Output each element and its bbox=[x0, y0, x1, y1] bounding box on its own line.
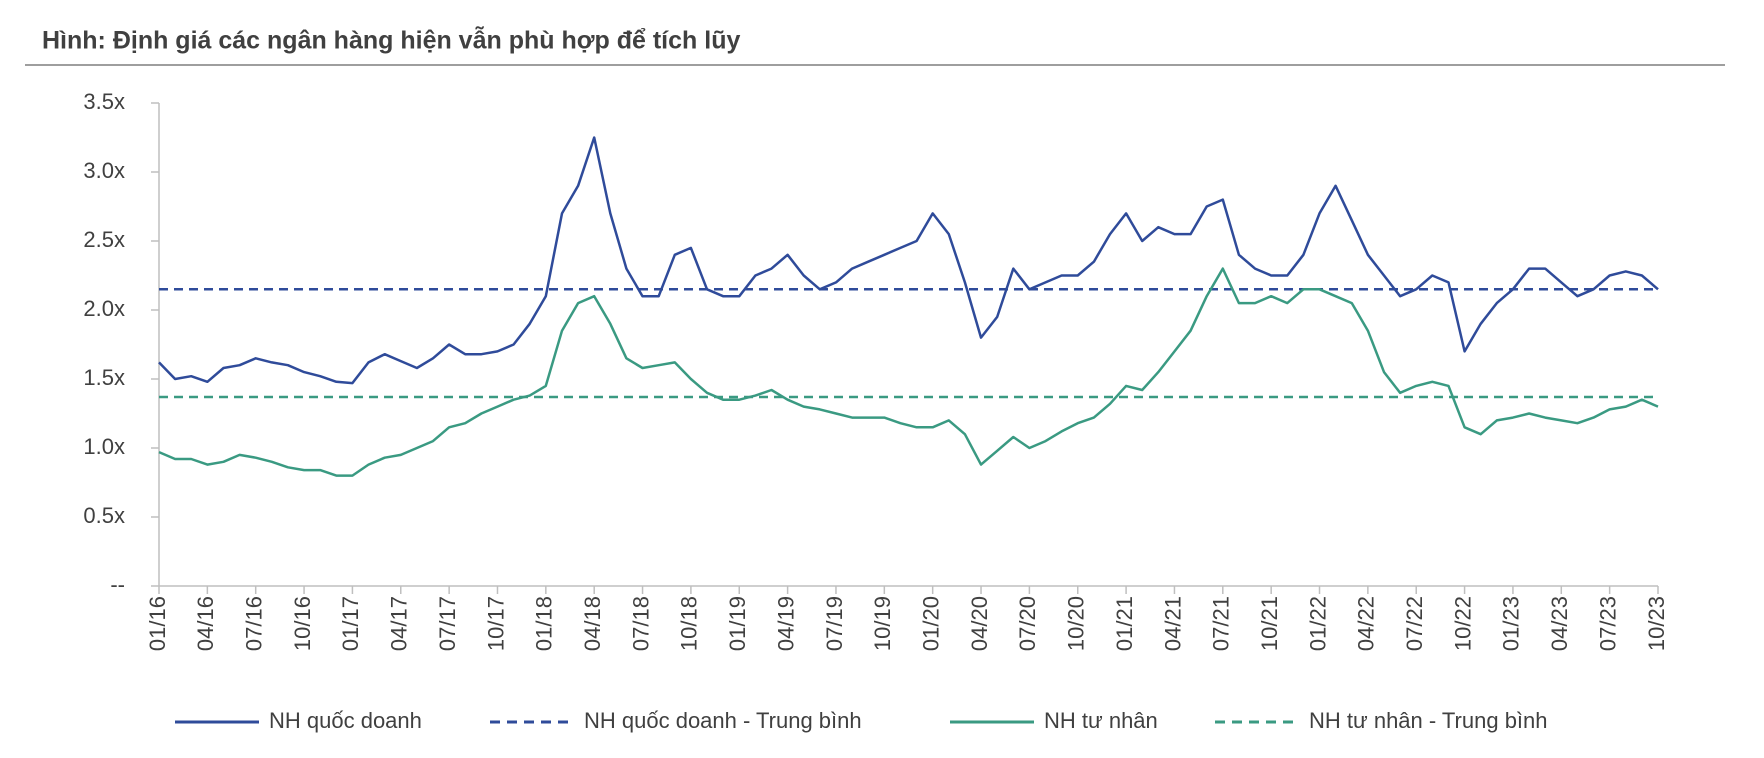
x-tick-label: 07/16 bbox=[242, 596, 267, 651]
x-tick-label: 01/16 bbox=[145, 596, 170, 651]
x-tick-label: 07/22 bbox=[1402, 596, 1427, 651]
legend-label: NH tư nhân bbox=[1044, 708, 1158, 733]
x-tick-label: 04/17 bbox=[387, 596, 412, 651]
legend-label: NH quốc doanh bbox=[269, 708, 422, 733]
legend-label: NH tư nhân - Trung bình bbox=[1309, 708, 1548, 733]
x-tick-label: 10/19 bbox=[870, 596, 895, 651]
x-tick-label: 10/16 bbox=[290, 596, 315, 651]
x-tick-label: 07/23 bbox=[1595, 596, 1620, 651]
x-tick-label: 07/17 bbox=[435, 596, 460, 651]
series-line bbox=[158, 136, 1659, 385]
chart-title: Hình: Định giá các ngân hàng hiện vẫn ph… bbox=[42, 25, 740, 55]
x-tick-label: 10/21 bbox=[1257, 596, 1282, 651]
x-tick-label: 01/18 bbox=[532, 596, 557, 651]
x-tick-label: 01/20 bbox=[918, 596, 943, 651]
y-tick-label: 2.0x bbox=[83, 296, 125, 321]
x-tick-label: 10/20 bbox=[1064, 596, 1089, 651]
x-tick-label: 04/16 bbox=[193, 596, 218, 651]
x-tick-label: 01/21 bbox=[1112, 596, 1137, 651]
x-tick-label: 07/20 bbox=[1015, 596, 1040, 651]
x-tick-label: 04/19 bbox=[773, 596, 798, 651]
x-tick-label: 07/18 bbox=[628, 596, 653, 651]
y-tick-label: 1.0x bbox=[83, 434, 125, 459]
x-tick-label: 10/22 bbox=[1450, 596, 1475, 651]
x-tick-label: 01/19 bbox=[725, 596, 750, 651]
x-tick-label: 01/23 bbox=[1499, 596, 1524, 651]
x-tick-label: 04/18 bbox=[580, 596, 605, 651]
x-tick-label: 04/23 bbox=[1547, 596, 1572, 651]
x-tick-label: 10/23 bbox=[1644, 596, 1669, 651]
x-tick-label: 04/21 bbox=[1160, 596, 1185, 651]
y-tick-label: 3.5x bbox=[83, 89, 125, 114]
x-tick-label: 04/22 bbox=[1354, 596, 1379, 651]
y-tick-label: -- bbox=[110, 572, 125, 597]
y-tick-label: 1.5x bbox=[83, 365, 125, 390]
y-tick-label: 0.5x bbox=[83, 503, 125, 528]
y-tick-label: 3.0x bbox=[83, 158, 125, 183]
y-tick-label: 2.5x bbox=[83, 227, 125, 252]
x-tick-label: 04/20 bbox=[967, 596, 992, 651]
series-line bbox=[158, 267, 1659, 477]
x-tick-label: 07/21 bbox=[1209, 596, 1234, 651]
x-tick-label: 01/17 bbox=[338, 596, 363, 651]
x-tick-label: 10/17 bbox=[483, 596, 508, 651]
legend-label: NH quốc doanh - Trung bình bbox=[584, 708, 862, 733]
x-tick-label: 10/18 bbox=[677, 596, 702, 651]
x-tick-label: 01/22 bbox=[1305, 596, 1330, 651]
x-tick-label: 07/19 bbox=[822, 596, 847, 651]
